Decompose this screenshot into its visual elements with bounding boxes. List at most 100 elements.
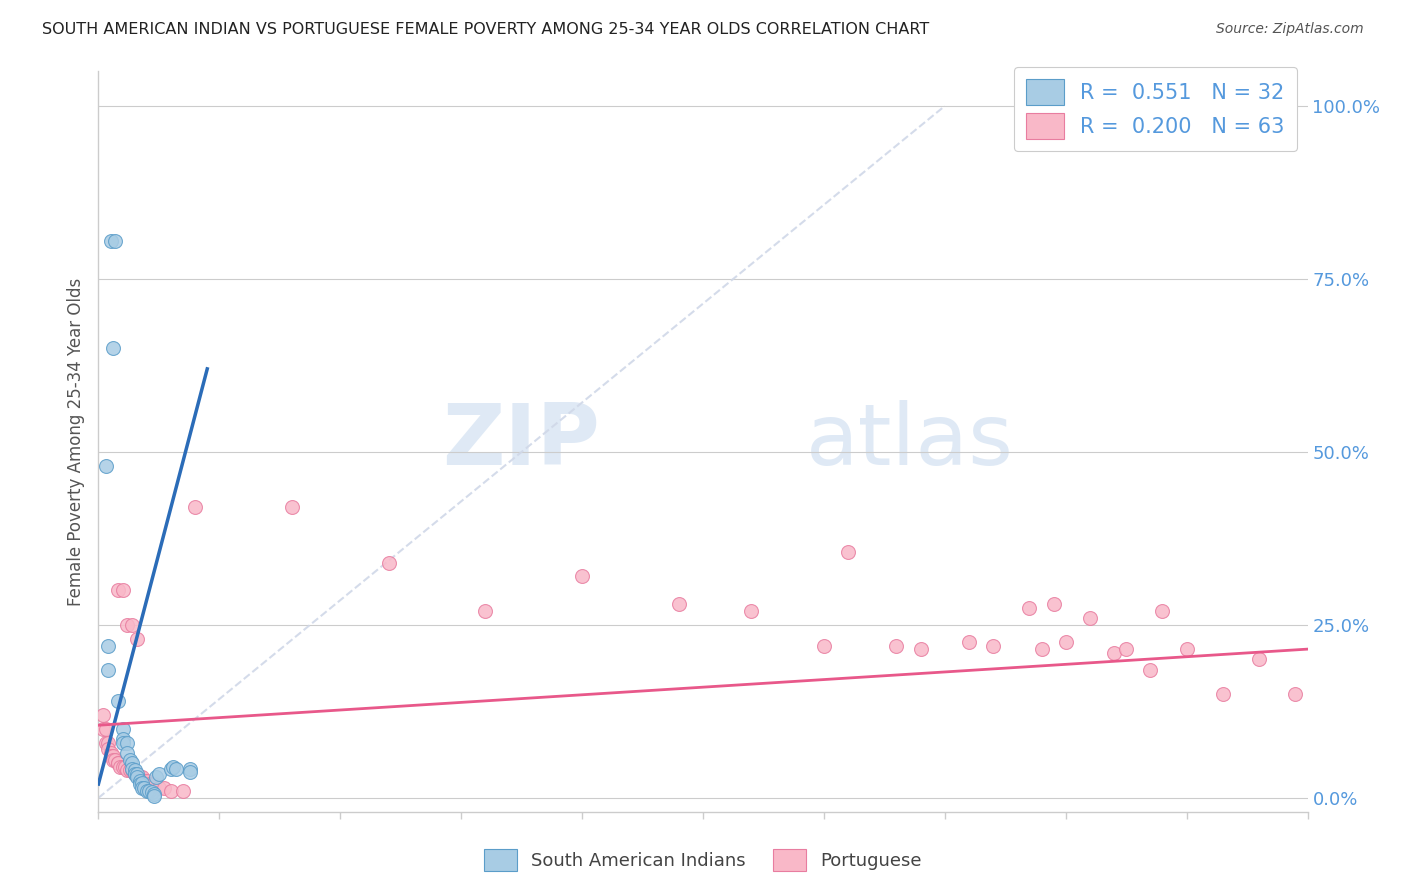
Point	[94, 735, 117, 749]
Point	[571, 569, 593, 583]
Point	[121, 756, 143, 771]
Point	[117, 763, 139, 777]
Point	[1078, 611, 1101, 625]
Point	[118, 753, 141, 767]
Point	[107, 756, 129, 771]
Point	[111, 722, 134, 736]
Point	[101, 341, 124, 355]
Point	[114, 760, 136, 774]
Point	[148, 766, 170, 780]
Text: SOUTH AMERICAN INDIAN VS PORTUGUESE FEMALE POVERTY AMONG 25-34 YEAR OLDS CORRELA: SOUTH AMERICAN INDIAN VS PORTUGUESE FEMA…	[42, 22, 929, 37]
Point	[145, 770, 167, 784]
Point	[910, 642, 932, 657]
Point	[124, 766, 146, 780]
Point	[886, 639, 908, 653]
Point	[474, 604, 496, 618]
Text: ZIP: ZIP	[443, 400, 600, 483]
Point	[143, 777, 166, 791]
Point	[111, 732, 134, 747]
Point	[97, 639, 120, 653]
Point	[162, 760, 184, 774]
Text: atlas: atlas	[806, 400, 1014, 483]
Point	[128, 773, 150, 788]
Point	[101, 749, 124, 764]
Point	[131, 780, 153, 795]
Point	[1284, 687, 1306, 701]
Point	[179, 764, 201, 779]
Point	[128, 770, 150, 784]
Point	[148, 780, 170, 795]
Point	[97, 663, 120, 677]
Point	[138, 784, 160, 798]
Point	[111, 583, 134, 598]
Point	[124, 766, 146, 780]
Point	[1102, 646, 1125, 660]
Point	[127, 632, 149, 646]
Point	[377, 556, 399, 570]
Point	[101, 753, 124, 767]
Point	[100, 234, 122, 248]
Point	[111, 735, 134, 749]
Point	[1042, 597, 1064, 611]
Point	[121, 762, 143, 776]
Point	[111, 760, 134, 774]
Point	[668, 597, 690, 611]
Point	[1212, 687, 1234, 701]
Point	[1018, 600, 1040, 615]
Point	[135, 773, 157, 788]
Point	[94, 722, 117, 736]
Point	[179, 762, 201, 776]
Point	[107, 583, 129, 598]
Point	[91, 722, 114, 736]
Point	[104, 753, 127, 767]
Point	[1054, 635, 1077, 649]
Point	[957, 635, 980, 649]
Point	[165, 762, 187, 776]
Point	[160, 784, 183, 798]
Point	[121, 618, 143, 632]
Point	[1175, 642, 1198, 657]
Point	[127, 766, 149, 780]
Point	[1139, 663, 1161, 677]
Point	[143, 789, 166, 803]
Point	[281, 500, 304, 515]
Point	[117, 735, 139, 749]
Point	[141, 777, 163, 791]
Point	[104, 234, 127, 248]
Text: Source: ZipAtlas.com: Source: ZipAtlas.com	[1216, 22, 1364, 37]
Point	[127, 766, 149, 780]
Point	[160, 762, 183, 776]
Point	[981, 639, 1004, 653]
Point	[118, 763, 141, 777]
Point	[135, 784, 157, 798]
Point	[134, 773, 156, 788]
Point	[108, 760, 131, 774]
Point	[124, 763, 146, 777]
Point	[134, 780, 156, 795]
Point	[1249, 652, 1271, 666]
Point	[1031, 642, 1053, 657]
Legend: South American Indians, Portuguese: South American Indians, Portuguese	[477, 842, 929, 879]
Point	[131, 770, 153, 784]
Point	[100, 749, 122, 764]
Point	[107, 756, 129, 771]
Point	[97, 735, 120, 749]
Point	[100, 746, 122, 760]
Point	[740, 604, 762, 618]
Point	[91, 707, 114, 722]
Point	[813, 639, 835, 653]
Point	[152, 780, 174, 795]
Point	[127, 770, 149, 784]
Point	[1152, 604, 1174, 618]
Point	[97, 742, 120, 756]
Point	[837, 545, 859, 559]
Point	[143, 788, 166, 802]
Point	[117, 618, 139, 632]
Point	[107, 694, 129, 708]
Point	[121, 763, 143, 777]
Point	[117, 746, 139, 760]
Point	[184, 500, 207, 515]
Point	[131, 775, 153, 789]
Point	[128, 777, 150, 791]
Point	[141, 785, 163, 799]
